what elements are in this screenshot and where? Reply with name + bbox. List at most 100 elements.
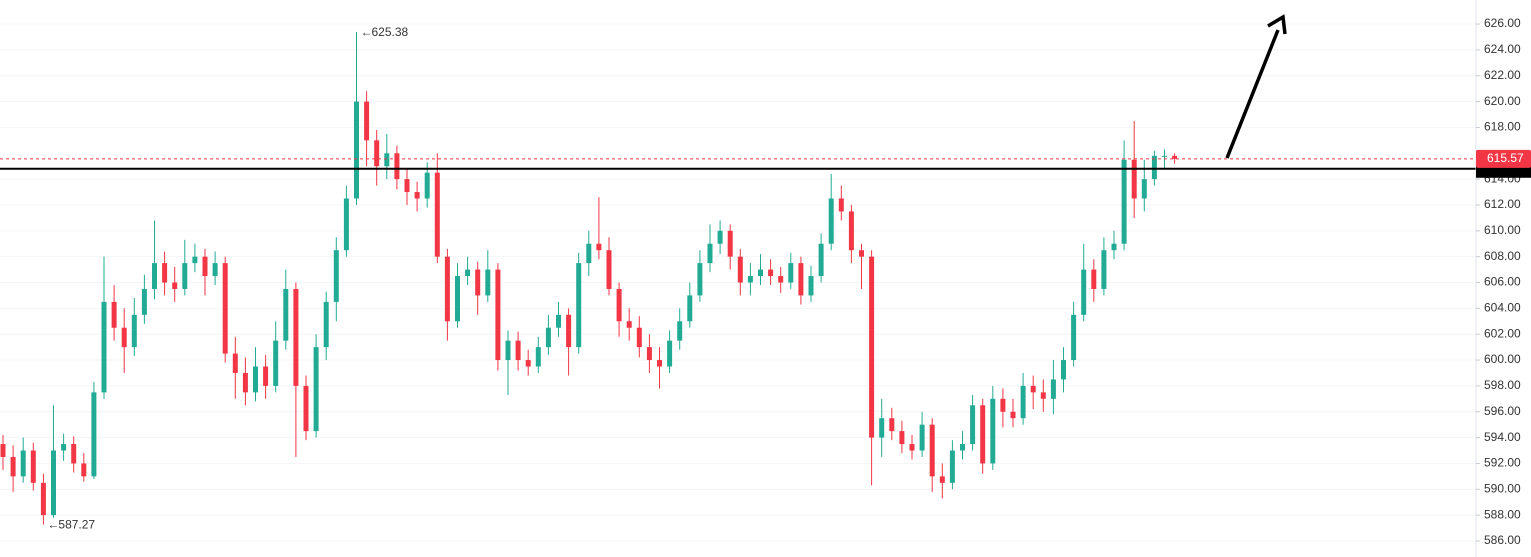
candle-body	[677, 321, 683, 341]
candle-body	[1121, 159, 1127, 244]
candle-body	[545, 327, 551, 348]
candle-body	[222, 263, 228, 354]
candle-body	[162, 263, 168, 283]
arrow-shaft	[1225, 29, 1280, 159]
candle-body	[1020, 385, 1026, 419]
y-tick-label: 622.00	[1484, 68, 1521, 82]
candle-body	[343, 198, 349, 251]
y-tick-label: 612.00	[1484, 197, 1521, 211]
candle-body	[899, 431, 905, 445]
candle-body	[879, 418, 885, 438]
candle-body	[727, 230, 733, 257]
candle-body	[778, 276, 784, 283]
candle-body	[566, 314, 572, 348]
candle-body	[1131, 159, 1137, 199]
y-tick-label: 588.00	[1484, 507, 1521, 521]
candle-body	[242, 372, 248, 393]
candle-body	[455, 276, 460, 322]
candle-body	[30, 450, 36, 483]
y-tick-label: 592.00	[1484, 456, 1521, 470]
candle-body	[1040, 392, 1046, 399]
candle-body	[556, 314, 561, 328]
candle-body	[81, 463, 87, 477]
y-tick-label: 590.00	[1484, 481, 1521, 495]
y-tick-label: 610.00	[1484, 223, 1521, 237]
candle-body	[535, 347, 541, 367]
candle-body	[131, 314, 137, 348]
candle-body	[828, 198, 834, 244]
candle-body	[91, 392, 97, 477]
candle-body	[485, 269, 491, 296]
candle-body	[838, 198, 844, 212]
candle-body	[364, 101, 370, 141]
candle-body	[71, 444, 77, 464]
y-tick-label: 600.00	[1484, 352, 1521, 366]
candle-body	[333, 250, 339, 302]
candle-body	[758, 269, 763, 277]
candle-body	[172, 282, 178, 289]
last-price-box	[1476, 149, 1531, 168]
candle-body	[152, 263, 157, 289]
candle-body	[788, 263, 794, 283]
candle-body	[232, 353, 238, 373]
candle-body	[253, 366, 258, 393]
candle-body	[313, 347, 319, 432]
candle-body	[1111, 243, 1117, 251]
candle-body	[808, 276, 814, 296]
candle-body	[61, 444, 67, 451]
candle-body	[424, 172, 430, 199]
candle-body	[798, 263, 804, 296]
overlay: ← 625.38← 587.27	[0, 25, 1476, 532]
candle-body	[495, 269, 501, 361]
candle-body	[768, 269, 774, 277]
candle-body	[848, 211, 854, 251]
candle-body	[939, 476, 945, 483]
low-arrow: ←	[47, 518, 59, 532]
candle-body	[1091, 269, 1097, 289]
y-tick-label: 586.00	[1484, 533, 1521, 547]
candle-body	[707, 243, 713, 264]
high-label: 625.38	[372, 25, 409, 39]
candle-body	[101, 301, 107, 393]
candle-body	[1141, 179, 1147, 199]
low-label: 587.27	[58, 518, 95, 532]
candle-body	[980, 405, 986, 464]
candle-body	[929, 424, 935, 477]
candle-body	[51, 450, 56, 516]
candle-body	[606, 250, 612, 289]
candle-body	[505, 340, 511, 361]
candle-body	[657, 360, 662, 367]
candle-body	[818, 243, 824, 277]
candle-body	[293, 288, 299, 386]
candle-body	[1030, 385, 1036, 393]
candle-body	[616, 288, 622, 322]
high-arrow: ←	[361, 25, 373, 39]
y-tick-label: 596.00	[1484, 404, 1521, 418]
y-tick-label: 618.00	[1484, 120, 1521, 134]
candle-body	[303, 385, 309, 432]
y-tick-label: 626.00	[1484, 16, 1521, 30]
candle-body	[444, 256, 450, 322]
candle-body	[414, 192, 420, 199]
candles	[0, 32, 1178, 525]
candle-body	[687, 295, 693, 322]
candle-body	[576, 263, 582, 348]
y-tick-label: 602.00	[1484, 326, 1521, 340]
candle-body	[1172, 155, 1178, 159]
candle-body	[1000, 398, 1006, 412]
candle-body	[909, 444, 915, 451]
price-axis: 586.00 588.00 590.00 592.00 594.00 596.00 598.…	[1476, 16, 1531, 547]
candle-body	[374, 140, 380, 167]
candle-body	[263, 366, 269, 386]
candle-body	[747, 276, 753, 283]
candle-body	[273, 340, 279, 386]
candle-body	[970, 405, 976, 445]
candle-body	[212, 263, 218, 277]
candle-body	[646, 347, 652, 361]
candle-body	[20, 450, 26, 477]
y-tick-label: 608.00	[1484, 249, 1521, 263]
candle-body	[990, 398, 996, 464]
candle-body	[1010, 411, 1016, 419]
y-tick-label: 620.00	[1484, 94, 1521, 108]
